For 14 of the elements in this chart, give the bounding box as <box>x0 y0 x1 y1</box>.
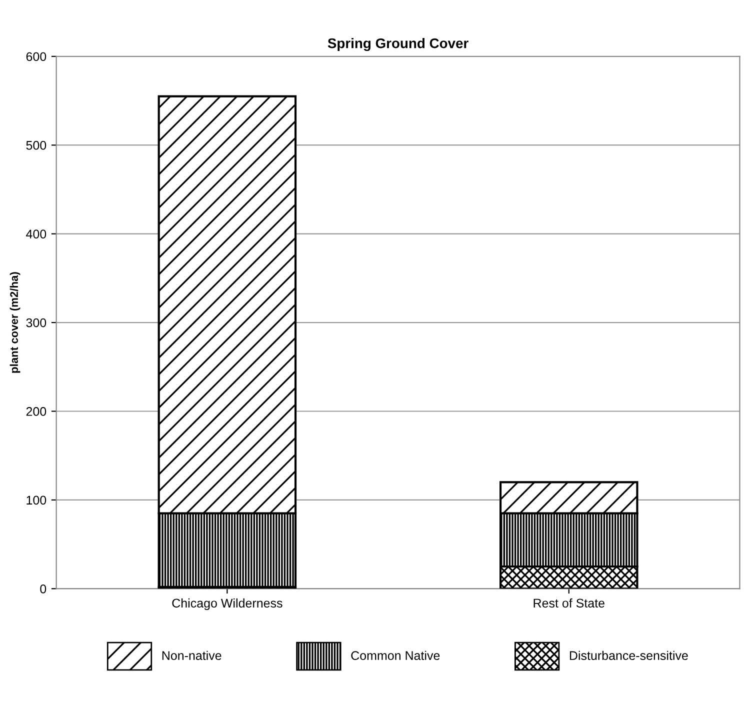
y-tick-label: 500 <box>26 140 46 150</box>
legend-label: Disturbance-sensitive <box>570 650 688 660</box>
y-tick-label: 400 <box>26 230 46 238</box>
legend-label: Non-native <box>162 650 222 660</box>
y-tick-label: 600 <box>26 52 46 62</box>
y-tick-label: 300 <box>26 318 46 328</box>
y-tick-label: 0 <box>40 584 46 594</box>
y-tick-label: 100 <box>26 496 46 505</box>
legend-label: Common Native <box>351 650 440 660</box>
chart-title: Spring Ground Cover <box>328 38 468 52</box>
x-tick-label: Rest of State <box>534 598 604 608</box>
x-tick-label: Chicago Wilderness <box>172 598 282 610</box>
y-tick-label: 200 <box>26 407 46 416</box>
y-axis-title: plant cover (m2/ha) <box>10 272 20 373</box>
